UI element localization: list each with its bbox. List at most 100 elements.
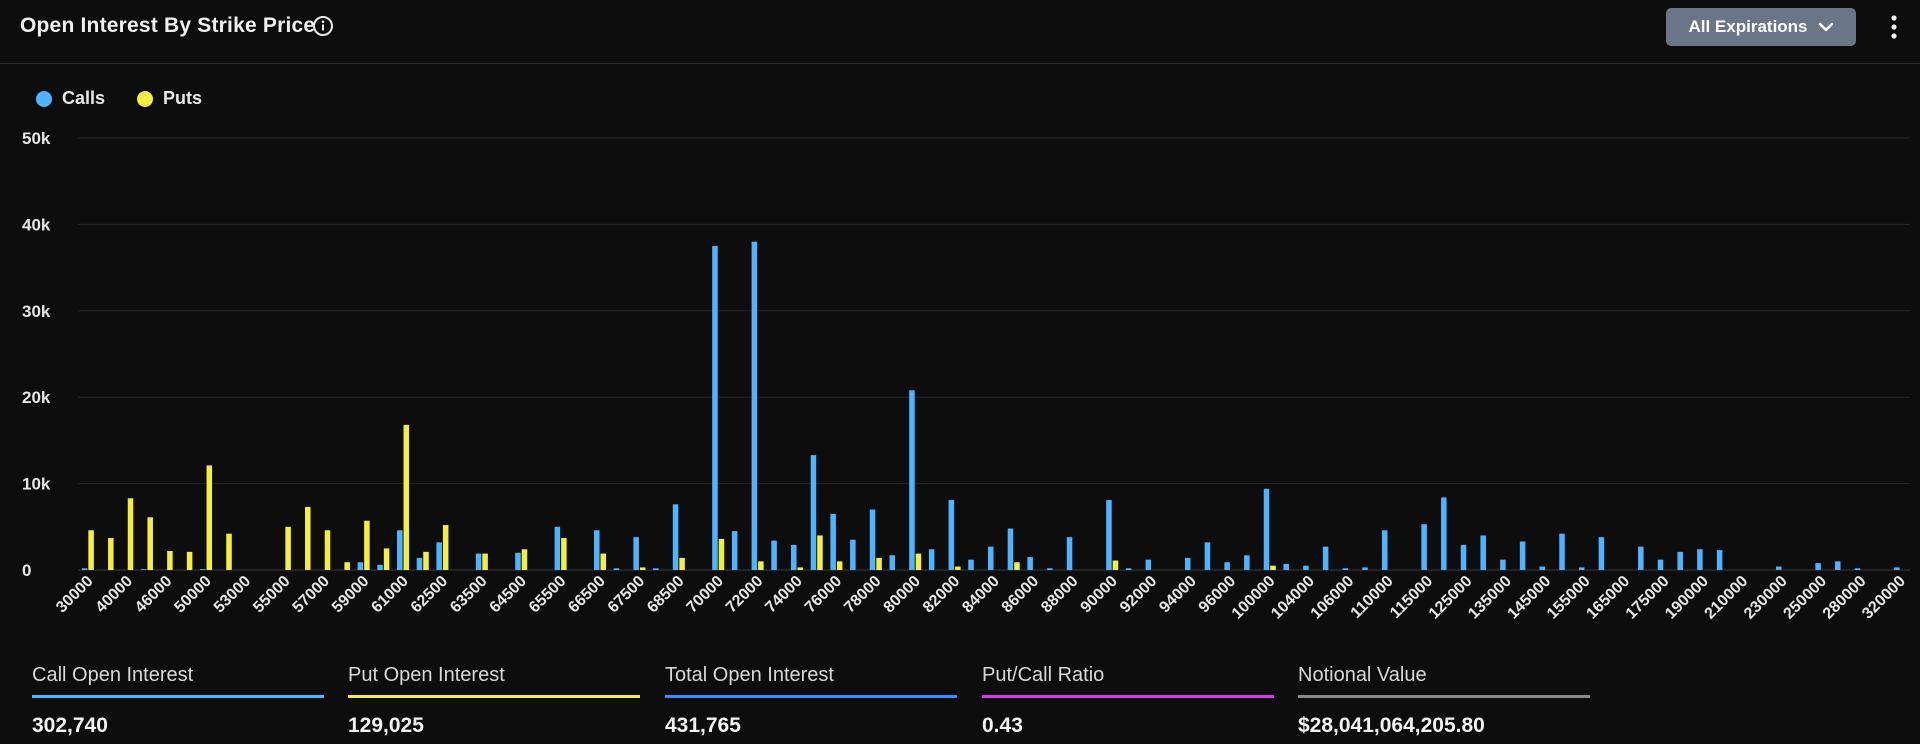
calls-bar [81, 568, 88, 570]
stat-label: Call Open Interest [32, 664, 194, 686]
calls-bar [1283, 563, 1289, 570]
x-tick-label: 88000 [1038, 573, 1082, 617]
x-tick-label: 55000 [250, 573, 294, 617]
y-tick-label: 10k [22, 475, 51, 494]
calls-bar [928, 549, 935, 570]
x-tick-label: 100000 [1229, 573, 1279, 623]
calls-bar [1224, 562, 1230, 570]
calls-bar [1184, 557, 1191, 570]
x-tick-label: 250000 [1780, 573, 1830, 623]
calls-bar [594, 530, 600, 570]
x-tick-label: 46000 [132, 573, 176, 617]
chevron-down-icon [1818, 22, 1833, 32]
expirations-dropdown[interactable]: All Expirations [1666, 8, 1856, 46]
calls-bar [515, 552, 521, 570]
stat-call-open-interest: Call Open Interest 302,740 [32, 664, 324, 738]
calls-bar [1480, 535, 1486, 570]
open-interest-bar-chart: 0 10k 20k 30k 40k 50k 300004000046000500005300… [22, 129, 1910, 623]
puts-bar [383, 548, 390, 570]
puts-bar [1112, 560, 1119, 570]
calls-bar [1204, 542, 1211, 570]
calls-bar [1835, 561, 1841, 570]
puts-bar [482, 553, 488, 570]
calls-bar [731, 531, 738, 570]
x-tick-label: 78000 [841, 573, 885, 617]
legend-item-calls[interactable]: Calls [36, 88, 105, 109]
puts-bar [836, 561, 843, 570]
calls-bar [909, 390, 915, 570]
puts-bar [186, 551, 193, 570]
calls-bar [771, 540, 777, 570]
puts-bar [561, 538, 567, 570]
x-tick-label: 65500 [526, 573, 570, 617]
puts-bar [147, 517, 153, 570]
calls-bar [416, 557, 423, 570]
x-tick-label: 61000 [368, 573, 412, 617]
calls-bar [1815, 563, 1821, 570]
puts-bar [127, 498, 134, 570]
puts-bar [876, 557, 882, 570]
stat-put-open-interest: Put Open Interest 129,025 [348, 664, 640, 738]
calls-bar [1460, 544, 1467, 570]
chart-header: Open Interest By Strike Price All Expira… [0, 0, 1920, 64]
legend-label-calls: Calls [62, 88, 106, 108]
calls-bar [948, 500, 955, 570]
x-tick-label: 94000 [1156, 573, 1200, 617]
x-tick-label: 165000 [1583, 573, 1633, 623]
puts-bar [167, 550, 173, 570]
x-tick-label: 40000 [93, 573, 137, 617]
stat-put-call-ratio: Put/Call Ratio 0.43 [982, 664, 1274, 738]
x-tick-label: 50000 [171, 573, 215, 617]
x-tick-label: 230000 [1741, 573, 1791, 623]
calls-bar [1657, 559, 1664, 570]
calls-bar [1303, 565, 1309, 570]
x-tick-label: 145000 [1505, 573, 1555, 623]
calls-bar [200, 569, 206, 570]
stat-value: $28,041,064,205.80 [1298, 714, 1485, 737]
x-tick-label: 70000 [684, 573, 728, 617]
stat-underline [665, 695, 957, 698]
calls-bar [613, 568, 620, 570]
calls-bar [1598, 537, 1605, 570]
calls-bar [436, 542, 442, 570]
calls-bar [1559, 533, 1565, 570]
stat-total-open-interest: Total Open Interest 431,765 [665, 664, 957, 738]
calls-bar [357, 562, 364, 570]
puts-bar [442, 525, 449, 570]
calls-bar [1362, 567, 1368, 570]
stat-label: Put Open Interest [348, 664, 505, 686]
x-tick-label: 68500 [644, 573, 688, 617]
puts-bar [403, 424, 410, 570]
calls-bar [1441, 497, 1447, 570]
calls-bar [1638, 546, 1644, 570]
puts-bar [758, 561, 764, 570]
x-tick-label: 82000 [920, 573, 964, 617]
calls-bar [1322, 546, 1329, 570]
x-tick-label: 135000 [1465, 573, 1515, 623]
stat-underline [32, 695, 324, 698]
stat-underline [348, 695, 640, 698]
x-tick-label: 59000 [329, 573, 373, 617]
x-tick-label: 175000 [1623, 573, 1673, 623]
calls-bar [1697, 549, 1703, 570]
legend-item-puts[interactable]: Puts [137, 88, 202, 109]
y-tick-label: 20k [22, 388, 51, 407]
chart-title: Open Interest By Strike Price [20, 14, 316, 37]
puts-bar [108, 538, 114, 570]
puts-bar [600, 553, 607, 570]
x-tick-label: 90000 [1078, 573, 1122, 617]
calls-bar [1716, 550, 1723, 570]
summary-stats: Call Open Interest 302,740 Put Open Inte… [0, 664, 1920, 744]
x-tick-label: 86000 [999, 573, 1043, 617]
calls-bar [1381, 530, 1388, 570]
x-tick-label: 92000 [1117, 573, 1161, 617]
calls-bar [790, 544, 797, 570]
info-icon[interactable] [312, 15, 334, 37]
calls-bar [653, 568, 659, 570]
legend-label-puts: Puts [163, 88, 203, 108]
calls-bar [1775, 566, 1782, 570]
x-tick-label: 76000 [802, 573, 846, 617]
kebab-menu-icon[interactable] [1884, 12, 1904, 42]
x-tick-label: 280000 [1820, 573, 1870, 623]
x-tick-label: 30000 [53, 573, 97, 617]
